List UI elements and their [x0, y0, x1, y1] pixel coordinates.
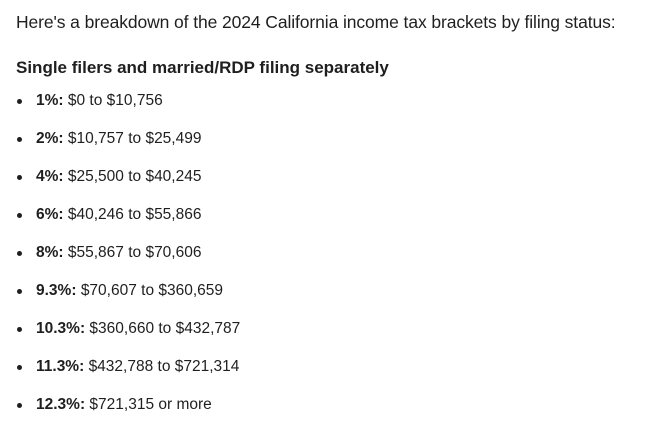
bullet-icon [17, 327, 22, 332]
bracket-range: $432,788 to $721,314 [88, 358, 240, 375]
bracket-range: $721,315 or more [89, 396, 212, 413]
bracket-item: 12.3%: $721,315 or more [16, 393, 240, 431]
bracket-rate: 9.3%: [36, 282, 81, 299]
bracket-rate: 11.3%: [36, 358, 89, 375]
bracket-item: 4%: $25,500 to $40,245 [16, 165, 240, 203]
bracket-range: $10,757 to $25,499 [67, 130, 202, 147]
bracket-range: $55,867 to $70,606 [67, 244, 202, 261]
bracket-range: $360,660 to $432,787 [89, 320, 241, 337]
bullet-icon [17, 137, 22, 142]
bracket-rate: 4%: [36, 168, 68, 185]
bracket-item: 2%: $10,757 to $25,499 [16, 127, 240, 165]
bracket-rate: 8%: [36, 244, 68, 261]
bracket-range: $25,500 to $40,245 [67, 168, 202, 185]
bracket-list: 1%: $0 to $10,756 2%: $10,757 to $25,499… [16, 89, 240, 431]
bracket-item: 1%: $0 to $10,756 [16, 89, 240, 127]
bullet-icon [17, 403, 22, 408]
bracket-rate: 12.3%: [36, 396, 90, 413]
bracket-range: $0 to $10,756 [67, 92, 163, 109]
section-heading: Single filers and married/RDP filing sep… [16, 58, 389, 77]
bracket-item: 10.3%: $360,660 to $432,787 [16, 317, 240, 355]
bracket-rate: 10.3%: [36, 320, 90, 337]
bracket-item: 9.3%: $70,607 to $360,659 [16, 279, 240, 317]
intro-text: Here's a breakdown of the 2024 Californi… [16, 12, 616, 32]
bullet-icon [17, 213, 22, 218]
bracket-item: 8%: $55,867 to $70,606 [16, 241, 240, 279]
bullet-icon [17, 289, 22, 294]
bracket-rate: 1%: [36, 92, 68, 109]
bullet-icon [17, 175, 22, 180]
bullet-icon [17, 251, 22, 256]
bracket-item: 11.3%: $432,788 to $721,314 [16, 355, 240, 393]
bracket-range: $70,607 to $360,659 [80, 282, 224, 299]
bullet-icon [17, 365, 22, 370]
bracket-rate: 2%: [36, 130, 68, 147]
bullet-icon [17, 99, 22, 104]
bracket-item: 6%: $40,246 to $55,866 [16, 203, 240, 241]
bracket-rate: 6%: [36, 206, 68, 223]
bracket-range: $40,246 to $55,866 [67, 206, 202, 223]
